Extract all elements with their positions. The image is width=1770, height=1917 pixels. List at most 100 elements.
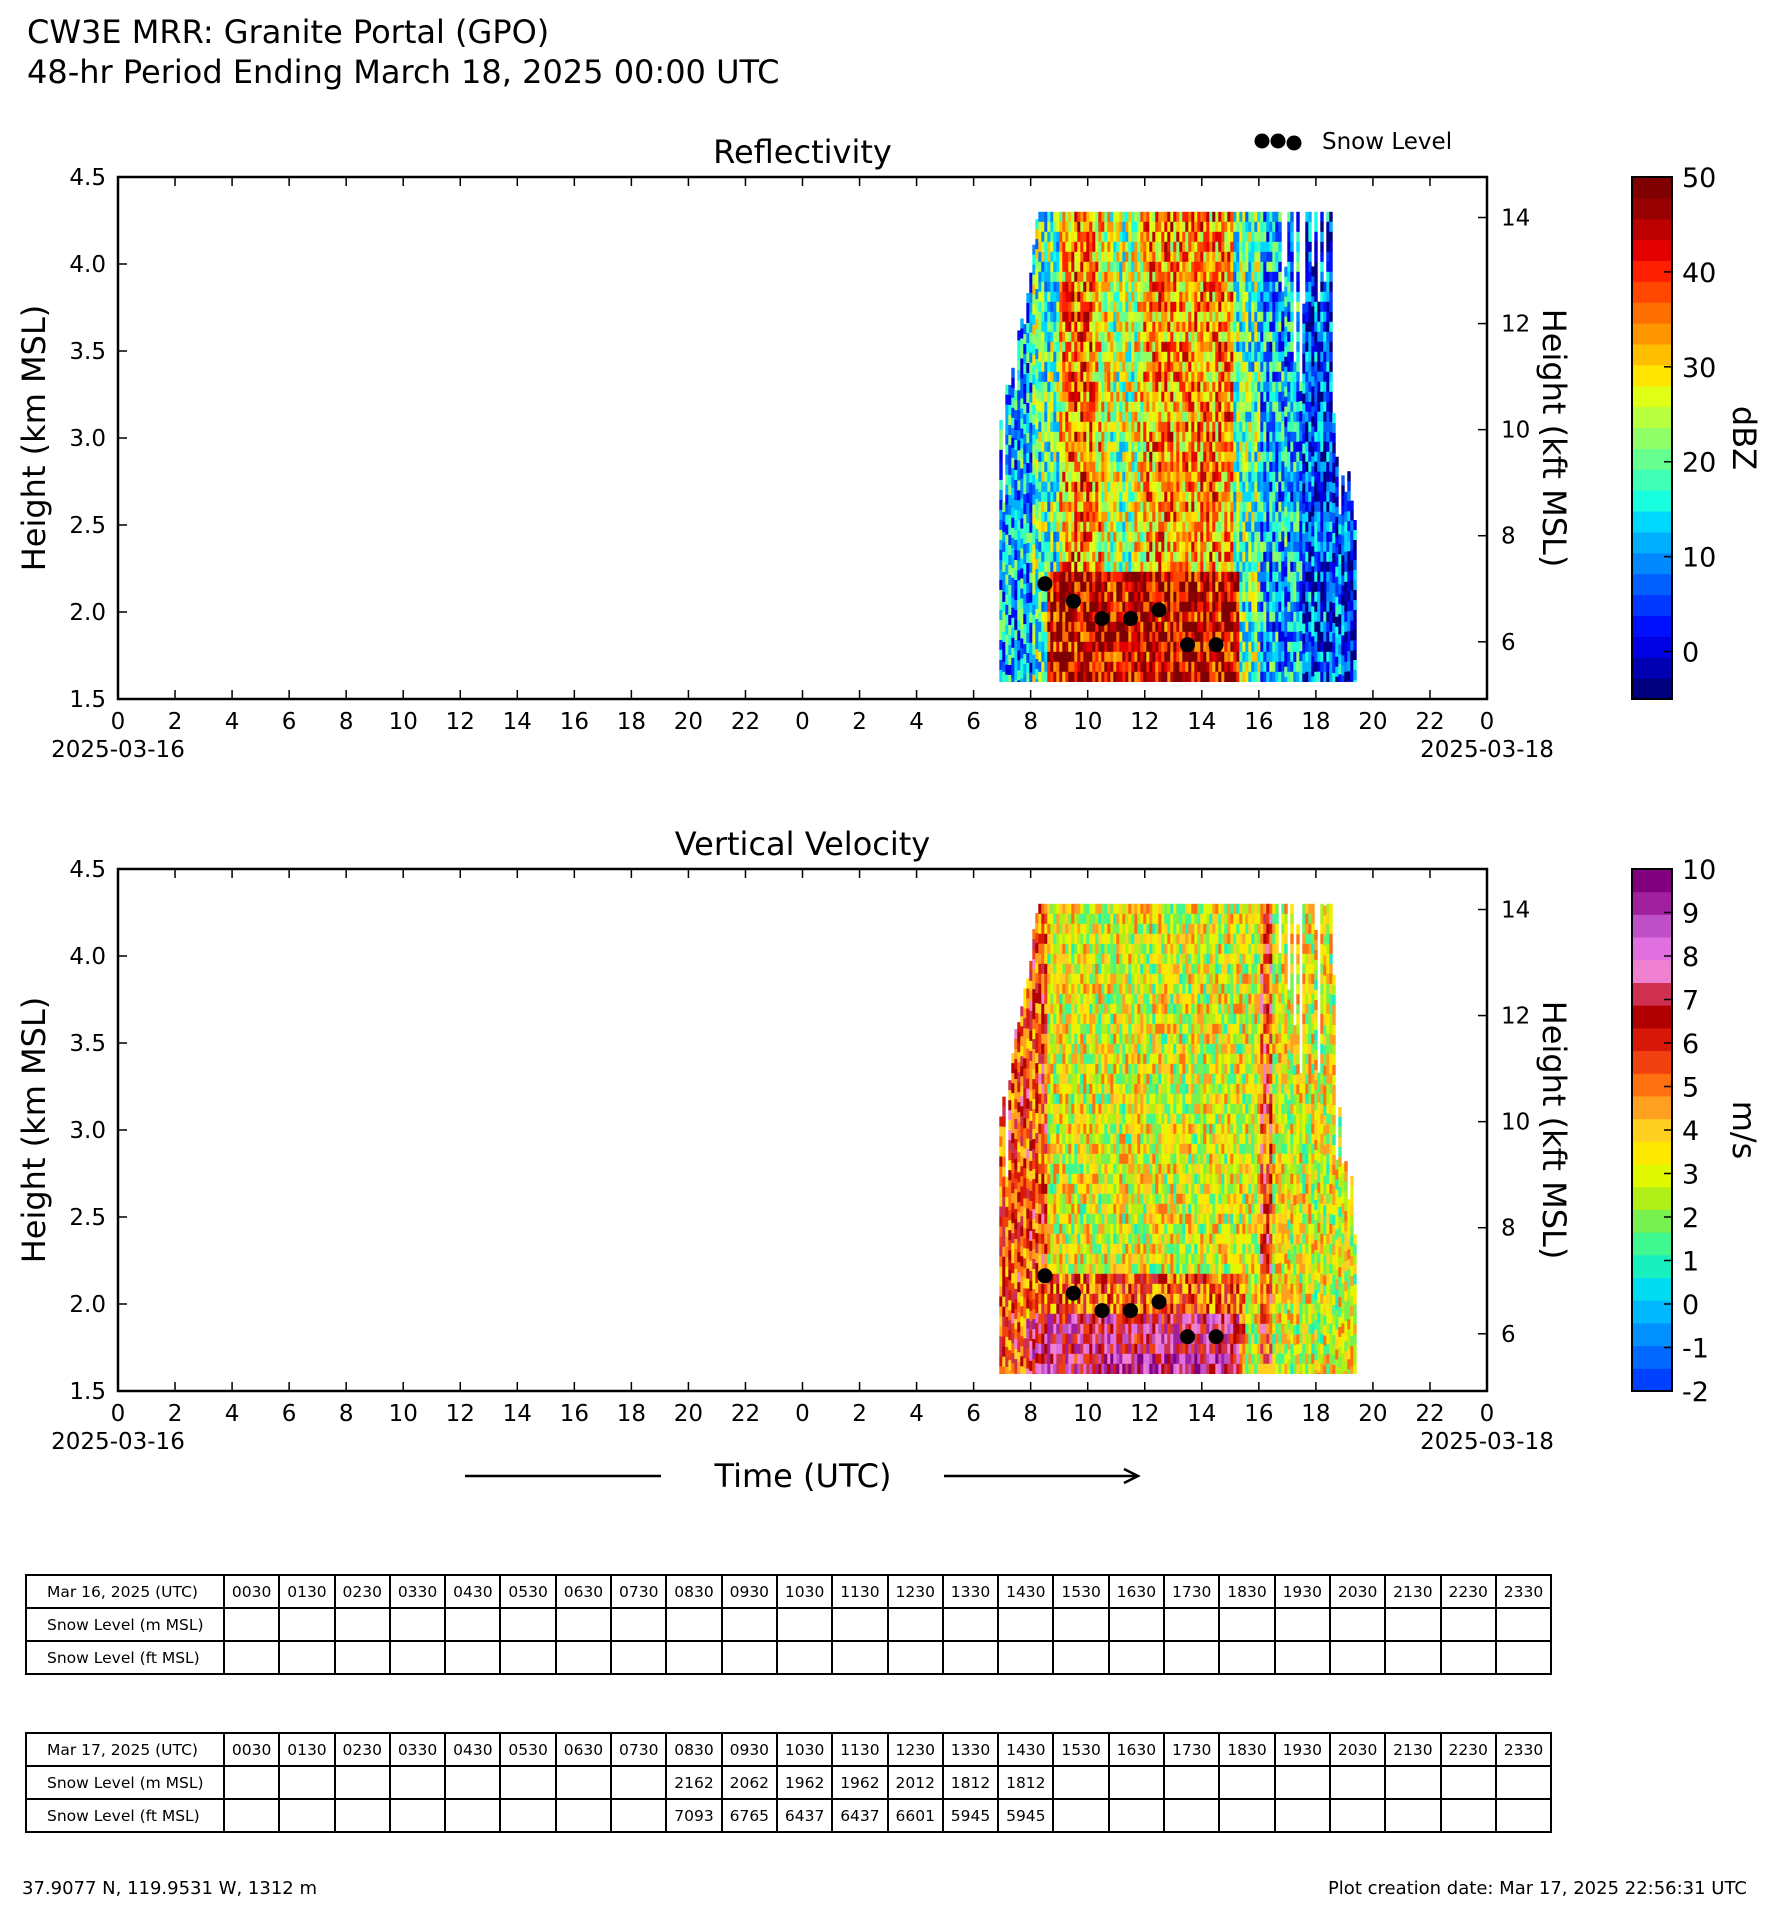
heatmap-cell [1128,391,1132,403]
heatmap-cell [1281,311,1285,322]
heatmap-cell [1212,311,1216,323]
heatmap-cell [1218,551,1222,563]
heatmap-cell [1269,581,1273,593]
heatmap-cell [1101,351,1105,363]
heatmap-cell [1278,241,1282,253]
heatmap-cell [1011,607,1015,619]
heatmap-cell [1233,541,1237,553]
heatmap-cell [1089,461,1093,473]
heatmap-cell [1269,671,1273,682]
heatmap-cell [1236,381,1240,393]
heatmap-cell [1206,221,1210,233]
heatmap-cell [1209,221,1213,233]
heatmap-cell [1284,516,1288,528]
heatmap-cell [1155,371,1159,383]
heatmap-cell [1143,421,1147,433]
heatmap-cell [1155,321,1159,333]
heatmap-cell [1194,401,1198,413]
heatmap-cell [1080,311,1084,323]
heatmap-cell [1017,600,1021,611]
heatmap-column [1089,211,1093,682]
heatmap-cell [1179,531,1183,543]
heatmap-cell [1122,281,1126,293]
heatmap-cell [1116,291,1120,303]
heatmap-cell [1038,371,1042,383]
heatmap-cell [1293,671,1297,682]
heatmap-cell [1035,219,1039,230]
heatmap-cell [1086,281,1090,293]
heatmap-cell [1062,421,1066,433]
heatmap-cell [1041,511,1045,523]
heatmap-cell [1089,561,1093,573]
heatmap-cell [1197,291,1201,303]
heatmap-cell [1254,651,1258,663]
heatmap-cell [1056,301,1060,313]
heatmap-cell [1089,591,1093,603]
heatmap-cell [1164,241,1168,253]
heatmap-cell [1155,571,1159,583]
heatmap-cell [1101,521,1105,533]
heatmap-cell [1197,251,1201,263]
heatmap-cell [1083,551,1087,563]
heatmap-cell [1269,251,1273,263]
heatmap-cell [1119,241,1123,253]
heatmap-cell [1053,431,1057,443]
heatmap-cell [1113,571,1117,583]
heatmap-cell [1095,421,1099,433]
heatmap-cell [1140,241,1144,253]
heatmap-cell [1176,401,1180,413]
heatmap-cell [1263,211,1267,223]
heatmap-cell [1287,571,1291,583]
heatmap-cell [1053,301,1057,313]
heatmap-cell [1275,551,1279,563]
heatmap-cell [1296,441,1300,453]
heatmap-cell [1137,391,1141,403]
heatmap-cell [1107,491,1111,503]
heatmap-cell [1071,291,1075,303]
heatmap-cell [1083,301,1087,313]
heatmap-cell [1293,361,1297,373]
heatmap-cell [1200,311,1204,323]
heatmap-cell [1284,406,1288,418]
heatmap-cell [1065,481,1069,493]
heatmap-cell [1035,469,1039,480]
heatmap-cell [1038,621,1042,633]
heatmap-cell [1107,641,1111,653]
heatmap-column [1200,211,1204,682]
heatmap-cell [1023,534,1027,545]
heatmap-cell [1116,211,1120,223]
heatmap-cell [1107,571,1111,583]
heatmap-cell [1059,651,1063,663]
heatmap-cell [1071,251,1075,263]
heatmap-cell [1278,311,1282,323]
heatmap-cell [1197,481,1201,493]
heatmap-cell [1275,321,1279,333]
heatmap-cell [1272,211,1276,223]
heatmap-cell [1314,671,1318,682]
heatmap-cell [1305,341,1309,353]
heatmap-cell [1140,371,1144,383]
heatmap-cell [1176,351,1180,363]
heatmap-column [1275,211,1279,682]
heatmap-cell [1191,421,1195,433]
heatmap-cell [1164,661,1168,673]
heatmap-cell [1314,261,1318,273]
heatmap-cell [1248,461,1252,473]
heatmap-column [1041,211,1045,682]
heatmap-cell [1020,518,1024,529]
heatmap-cell [1323,391,1327,403]
heatmap-cell [1317,411,1321,423]
heatmap-cell [1299,661,1303,672]
heatmap-cell [1062,361,1066,373]
heatmap-cell [1011,507,1015,519]
heatmap-cell [1299,621,1303,632]
heatmap-cell [1044,281,1048,293]
heatmap-cell [999,439,1003,451]
heatmap-cell [1191,481,1195,493]
heatmap-cell [1266,521,1270,533]
heatmap-cell [999,449,1003,461]
heatmap-cell [1215,451,1219,463]
heatmap-cell [1230,271,1234,283]
heatmap-cell [1074,521,1078,533]
heatmap-cell [1113,461,1117,473]
